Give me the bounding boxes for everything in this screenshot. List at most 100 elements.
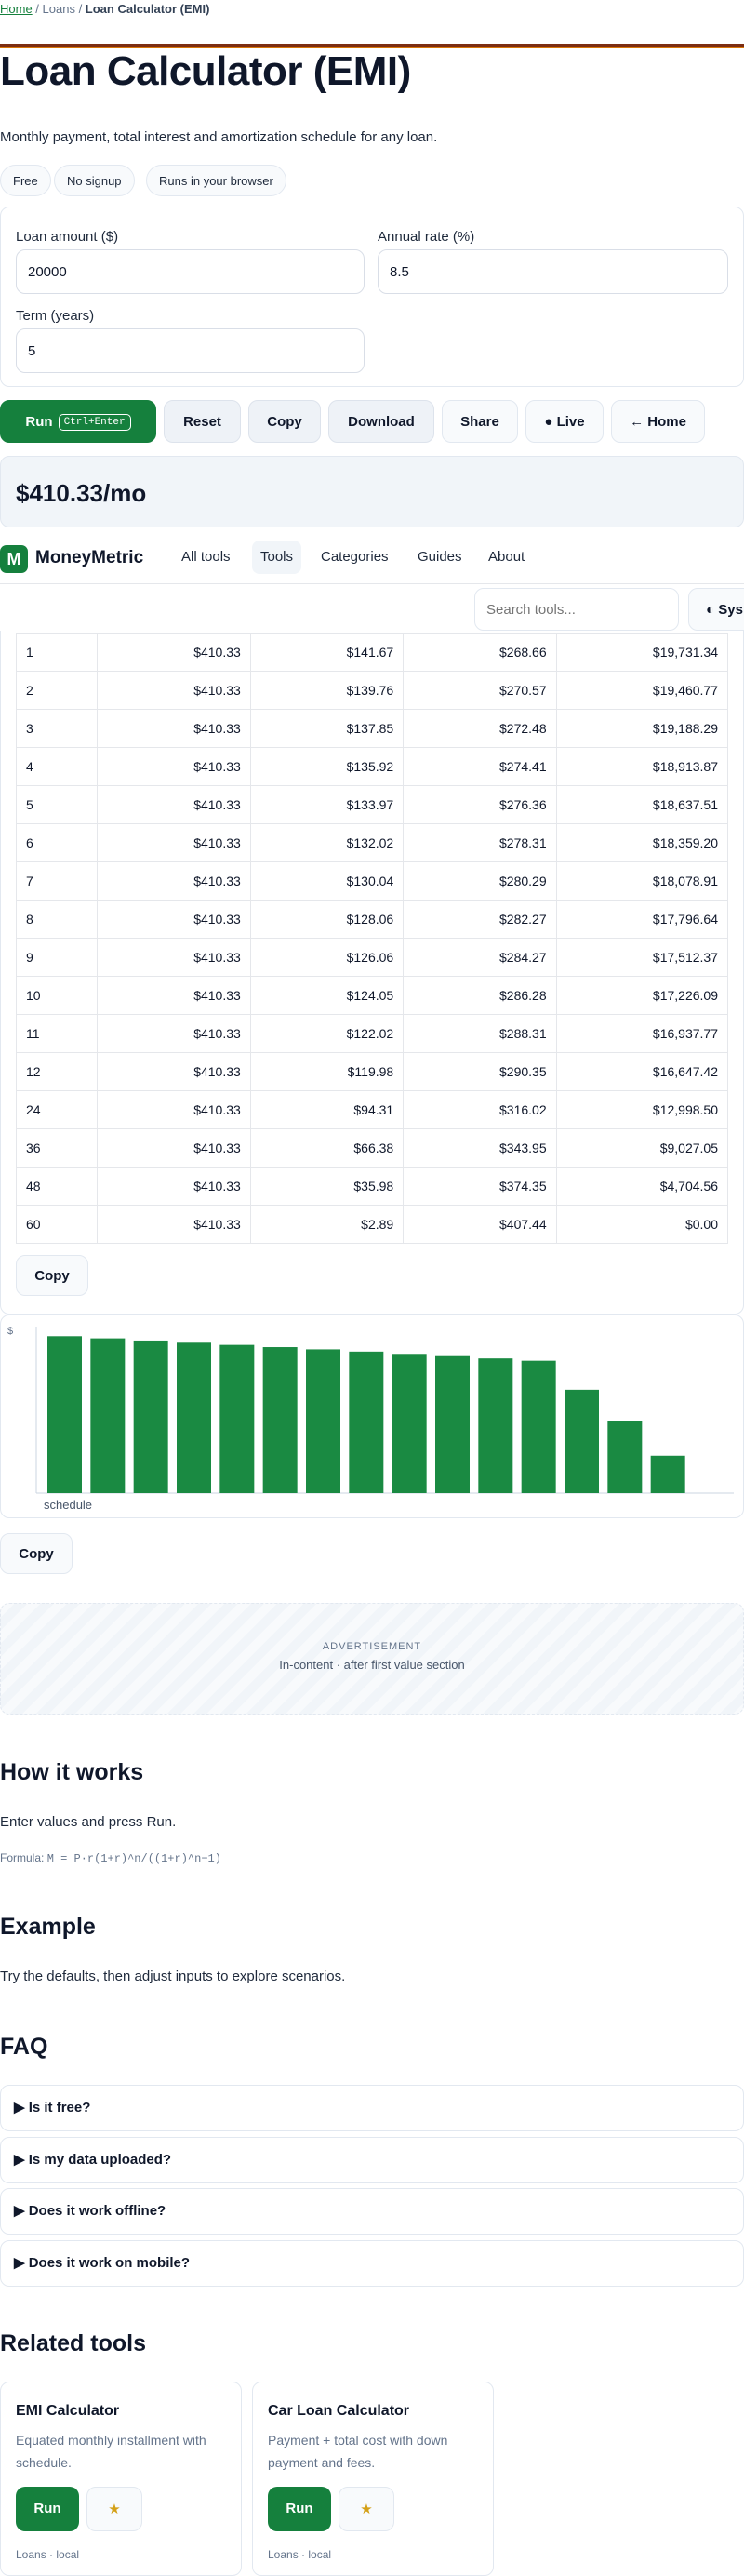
related-run-button[interactable]: Run	[16, 2487, 79, 2531]
cell-month: 1	[15, 633, 99, 672]
related-name[interactable]: EMI Calculator	[16, 2403, 120, 2419]
cell-payment: $410.33	[97, 976, 251, 1015]
reset-button[interactable]: Reset	[164, 400, 241, 443]
cell-balance: $17,796.64	[555, 900, 729, 939]
share-button[interactable]: Share	[442, 400, 518, 443]
nav-categories[interactable]: Categories	[321, 549, 389, 565]
title-divider	[0, 44, 744, 48]
balance-chart: $ schedule	[7, 1326, 734, 1512]
search-input[interactable]	[474, 588, 679, 631]
cell-balance: $16,937.77	[555, 1014, 729, 1053]
home-button[interactable]: ← Home	[611, 400, 705, 443]
star-icon[interactable]: ★	[339, 2487, 394, 2531]
cell-payment: $410.33	[97, 671, 251, 710]
nav-tools[interactable]: Tools	[252, 541, 302, 574]
ad-slot: ADVERTISEMENT In-content · after first v…	[0, 1603, 744, 1715]
cell-principal: $374.35	[403, 1167, 557, 1206]
related-card-emi[interactable]: EMI Calculator Equated monthly installme…	[0, 2382, 242, 2576]
copy-button[interactable]: Copy	[248, 400, 321, 443]
cell-principal: $288.31	[403, 1014, 557, 1053]
cell-balance: $16,647.42	[555, 1052, 729, 1091]
cell-payment: $410.33	[97, 1014, 251, 1053]
cell-balance: $18,637.51	[555, 785, 729, 824]
page-title: Loan Calculator (EMI)	[0, 48, 411, 94]
chart-copy-button[interactable]: Copy	[0, 1533, 73, 1574]
breadcrumb-section[interactable]: Loans	[42, 2, 75, 16]
related-name[interactable]: Car Loan Calculator	[268, 2403, 410, 2419]
chart-bar	[306, 1349, 340, 1493]
cell-principal: $407.44	[403, 1205, 557, 1244]
example-title: Example	[0, 1914, 96, 1940]
table-row: 11 $410.33 $122.02 $288.31 $16,937.77	[15, 1014, 729, 1053]
amount-input[interactable]	[16, 249, 365, 294]
cell-interest: $124.05	[249, 976, 405, 1015]
cell-principal: $343.95	[403, 1128, 557, 1168]
nav-about[interactable]: About	[488, 549, 525, 565]
related-meta: Loans · local	[268, 2548, 332, 2561]
how-title: How it works	[0, 1759, 144, 1785]
cell-month: 7	[15, 861, 99, 901]
cell-payment: $410.33	[97, 747, 251, 786]
cell-month: 2	[15, 671, 99, 710]
chart-bar	[219, 1344, 255, 1493]
cell-balance: $12,998.50	[555, 1090, 729, 1129]
table-row: 1 $410.33 $141.67 $268.66 $19,731.34	[15, 633, 729, 672]
table-row: 60 $410.33 $2.89 $407.44 $0.00	[15, 1205, 729, 1244]
cell-interest: $122.02	[249, 1014, 405, 1053]
chart-bar	[133, 1340, 168, 1493]
chart-bar	[607, 1421, 643, 1493]
table-row: 3 $410.33 $137.85 $272.48 $19,188.29	[15, 709, 729, 748]
y-axis-label: $	[7, 1326, 13, 1337]
table-row: 48 $410.33 $35.98 $374.35 $4,704.56	[15, 1167, 729, 1206]
cell-interest: $66.38	[249, 1128, 405, 1168]
star-icon[interactable]: ★	[86, 2487, 142, 2531]
cell-balance: $19,731.34	[555, 633, 729, 672]
cell-balance: $4,704.56	[555, 1167, 729, 1206]
related-card-car-loan[interactable]: Car Loan Calculator Payment + total cost…	[252, 2382, 494, 2576]
breadcrumb-home-link[interactable]: Home	[0, 2, 33, 16]
formula-label: Formula:	[0, 1851, 45, 1864]
nav-guides[interactable]: Guides	[418, 549, 462, 565]
cell-principal: $286.28	[403, 976, 557, 1015]
table-row: 5 $410.33 $133.97 $276.36 $18,637.51	[15, 785, 729, 824]
related-desc: Payment + total cost with down payment a…	[268, 2433, 448, 2470]
run-button[interactable]: Run Ctrl+Enter	[0, 400, 156, 443]
tag-no-signup: No signup	[54, 165, 135, 196]
result-panel: $410.33/mo	[0, 456, 744, 527]
related-run-button[interactable]: Run	[268, 2487, 331, 2531]
nav-all-tools[interactable]: All tools	[181, 549, 231, 565]
faq-title: FAQ	[0, 2034, 48, 2060]
table-row: 9 $410.33 $126.06 $284.27 $17,512.37	[15, 938, 729, 977]
chart-bar	[478, 1358, 513, 1493]
table-row: 24 $410.33 $94.31 $316.02 $12,998.50	[15, 1090, 729, 1129]
related-title: Related tools	[0, 2330, 146, 2356]
cell-interest: $135.92	[249, 747, 405, 786]
cell-balance: $0.00	[555, 1205, 729, 1244]
faq-item[interactable]: ▶ Is it free?	[0, 2085, 744, 2131]
cell-principal: $270.57	[403, 671, 557, 710]
cell-principal: $272.48	[403, 709, 557, 748]
cell-interest: $130.04	[249, 861, 405, 901]
cell-month: 36	[15, 1128, 99, 1168]
brand-name[interactable]: MoneyMetric	[35, 548, 144, 567]
faq-item[interactable]: ▶ Does it work offline?	[0, 2188, 744, 2235]
download-button[interactable]: Download	[328, 400, 434, 443]
amount-label: Loan amount ($)	[16, 229, 119, 245]
theme-toggle[interactable]: ◐ Sys	[688, 588, 744, 631]
cell-payment: $410.33	[97, 633, 251, 672]
cell-month: 10	[15, 976, 99, 1015]
schedule-copy-button[interactable]: Copy	[16, 1255, 88, 1296]
table-row: 4 $410.33 $135.92 $274.41 $18,913.87	[15, 747, 729, 786]
logo-icon[interactable]: M	[0, 545, 28, 573]
run-shortcut: Ctrl+Enter	[58, 414, 131, 432]
cell-principal: $284.27	[403, 938, 557, 977]
cell-balance: $18,078.91	[555, 861, 729, 901]
cell-interest: $35.98	[249, 1167, 405, 1206]
cell-principal: $290.35	[403, 1052, 557, 1091]
cell-payment: $410.33	[97, 1090, 251, 1129]
term-input[interactable]	[16, 328, 365, 373]
faq-item[interactable]: ▶ Does it work on mobile?	[0, 2240, 744, 2287]
faq-item[interactable]: ▶ Is my data uploaded?	[0, 2137, 744, 2183]
live-toggle[interactable]: ● Live	[525, 400, 604, 443]
rate-input[interactable]	[378, 249, 728, 294]
